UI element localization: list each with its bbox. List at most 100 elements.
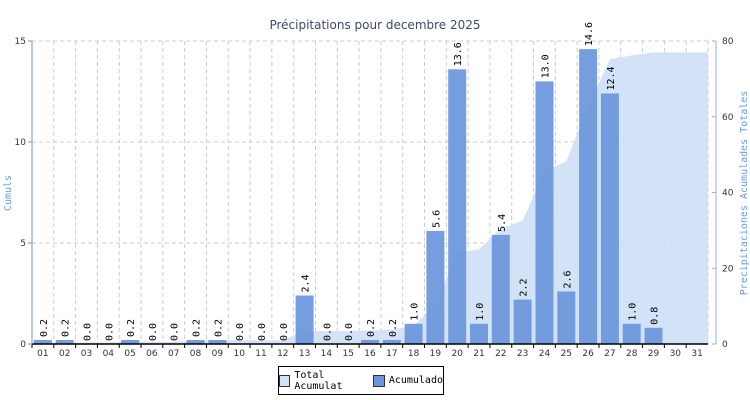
y-tick-label: 10 bbox=[15, 138, 27, 148]
data-label-28: 1.0 bbox=[628, 303, 639, 321]
data-label-08: 0.2 bbox=[192, 319, 203, 337]
bar-17 bbox=[382, 340, 401, 344]
bar-16 bbox=[361, 340, 379, 344]
bar-23 bbox=[513, 299, 532, 344]
y2-tick-label: 60 bbox=[722, 113, 734, 123]
y-tick-label: 0 bbox=[20, 340, 26, 350]
x-tick-label: 31 bbox=[691, 349, 702, 359]
legend-swatch-total bbox=[279, 374, 291, 387]
x-tick-label: 30 bbox=[670, 349, 682, 359]
x-tick-label: 17 bbox=[386, 349, 397, 359]
x-tick-label: 04 bbox=[103, 349, 115, 359]
x-tick-label: 22 bbox=[495, 349, 506, 359]
bar-18 bbox=[404, 323, 423, 344]
x-tick-label: 09 bbox=[212, 349, 224, 359]
x-tick-label: 07 bbox=[168, 349, 179, 359]
bar-29 bbox=[644, 327, 663, 344]
data-label-19: 5.6 bbox=[431, 210, 442, 228]
x-tick-label: 23 bbox=[517, 349, 528, 359]
bar-27 bbox=[600, 93, 619, 344]
y2-tick-label: 40 bbox=[722, 189, 734, 199]
y-tick-label: 15 bbox=[15, 37, 26, 47]
legend: Total Acumulat Acumulado bbox=[278, 366, 444, 395]
x-tick-label: 13 bbox=[299, 349, 310, 359]
data-label-09: 0.2 bbox=[213, 319, 224, 337]
x-tick-label: 12 bbox=[277, 349, 288, 359]
bar-28 bbox=[622, 323, 641, 344]
data-label-29: 0.8 bbox=[650, 307, 661, 325]
data-label-10: 0.0 bbox=[235, 323, 246, 341]
bar-08 bbox=[186, 340, 205, 344]
legend-label-total: Total Acumulat bbox=[294, 369, 343, 392]
x-tick-label: 01 bbox=[37, 349, 48, 359]
bar-22 bbox=[491, 234, 510, 344]
y2-axis-label: Precipitaciones Acumulades Totales bbox=[739, 91, 750, 296]
data-label-21: 1.0 bbox=[475, 303, 486, 321]
y2-tick-label: 0 bbox=[722, 340, 728, 350]
data-label-14: 0.0 bbox=[322, 323, 333, 341]
x-tick-label: 19 bbox=[430, 349, 442, 359]
x-tick-label: 06 bbox=[146, 349, 158, 359]
bar-13 bbox=[295, 295, 314, 344]
x-tick-label: 16 bbox=[364, 349, 376, 359]
data-label-11: 0.0 bbox=[257, 323, 268, 341]
x-tick-label: 20 bbox=[451, 349, 463, 359]
legend-item-acumulado: Acumulado bbox=[372, 374, 443, 387]
chart-title: Précipitations pour decembre 2025 bbox=[269, 18, 480, 32]
x-tick-label: 02 bbox=[59, 349, 70, 359]
x-tick-label: 24 bbox=[539, 349, 551, 359]
data-label-15: 0.0 bbox=[344, 323, 355, 341]
x-tick-label: 08 bbox=[190, 349, 202, 359]
legend-label-acumulado: Acumulado bbox=[388, 375, 443, 386]
data-label-23: 2.2 bbox=[519, 279, 530, 297]
x-tick-label: 10 bbox=[233, 349, 245, 359]
data-label-07: 0.0 bbox=[170, 323, 181, 341]
data-label-22: 5.4 bbox=[497, 214, 508, 232]
bar-21 bbox=[470, 323, 488, 344]
x-tick-label: 14 bbox=[321, 349, 333, 359]
y-axis-label: Cumuls bbox=[3, 175, 14, 211]
data-label-12: 0.0 bbox=[279, 323, 290, 341]
x-tick-label: 03 bbox=[81, 349, 92, 359]
legend-swatch-acumulado bbox=[372, 374, 385, 387]
data-label-27: 12.4 bbox=[606, 66, 617, 90]
bar-05 bbox=[121, 340, 140, 344]
x-tick-label: 18 bbox=[408, 349, 420, 359]
axes: 01 02 03 04 05 06 07 08 09 10 11 12 13 14 15 16 17 18 19 20… bbox=[15, 37, 734, 359]
x-tick-label: 15 bbox=[342, 349, 353, 359]
x-tick-label: 05 bbox=[124, 349, 135, 359]
bar-24 bbox=[535, 81, 554, 345]
x-tick-label: 25 bbox=[561, 349, 572, 359]
data-label-26: 14.6 bbox=[584, 22, 595, 46]
data-label-01: 0.2 bbox=[39, 319, 50, 337]
x-tick-label: 29 bbox=[648, 349, 660, 359]
data-label-05: 0.2 bbox=[126, 319, 137, 337]
x-tick-label: 21 bbox=[473, 349, 484, 359]
bar-26 bbox=[579, 49, 598, 344]
x-tick-label: 11 bbox=[255, 349, 266, 359]
data-label-03: 0.0 bbox=[83, 323, 94, 341]
data-label-17: 0.2 bbox=[388, 319, 399, 337]
bar-layer: 0.2 0.2 0.0 0.0 0.2 0.0 0.0 0.2 0.2 0.0 0.0 0.0 2.4 0… bbox=[33, 22, 663, 345]
data-label-18: 1.0 bbox=[410, 303, 421, 321]
data-label-13: 2.4 bbox=[301, 274, 312, 292]
data-label-06: 0.0 bbox=[148, 323, 159, 341]
data-label-04: 0.0 bbox=[104, 323, 115, 341]
bar-20 bbox=[448, 69, 467, 345]
bar-19 bbox=[426, 230, 445, 344]
bar-09 bbox=[208, 340, 227, 344]
x-tick-label: 28 bbox=[626, 349, 638, 359]
legend-item-total: Total Acumulat bbox=[279, 370, 373, 392]
data-label-24: 13.0 bbox=[541, 54, 552, 78]
bar-02 bbox=[55, 340, 74, 344]
data-label-02: 0.2 bbox=[61, 319, 72, 337]
bar-25 bbox=[557, 291, 576, 344]
x-tick-label: 26 bbox=[582, 349, 594, 359]
y2-tick-label: 80 bbox=[722, 37, 734, 47]
y2-tick-label: 20 bbox=[722, 264, 734, 274]
data-label-16: 0.2 bbox=[366, 319, 377, 337]
bar-01 bbox=[33, 340, 52, 344]
x-tick-label: 27 bbox=[604, 349, 615, 359]
y-tick-label: 5 bbox=[20, 239, 26, 249]
